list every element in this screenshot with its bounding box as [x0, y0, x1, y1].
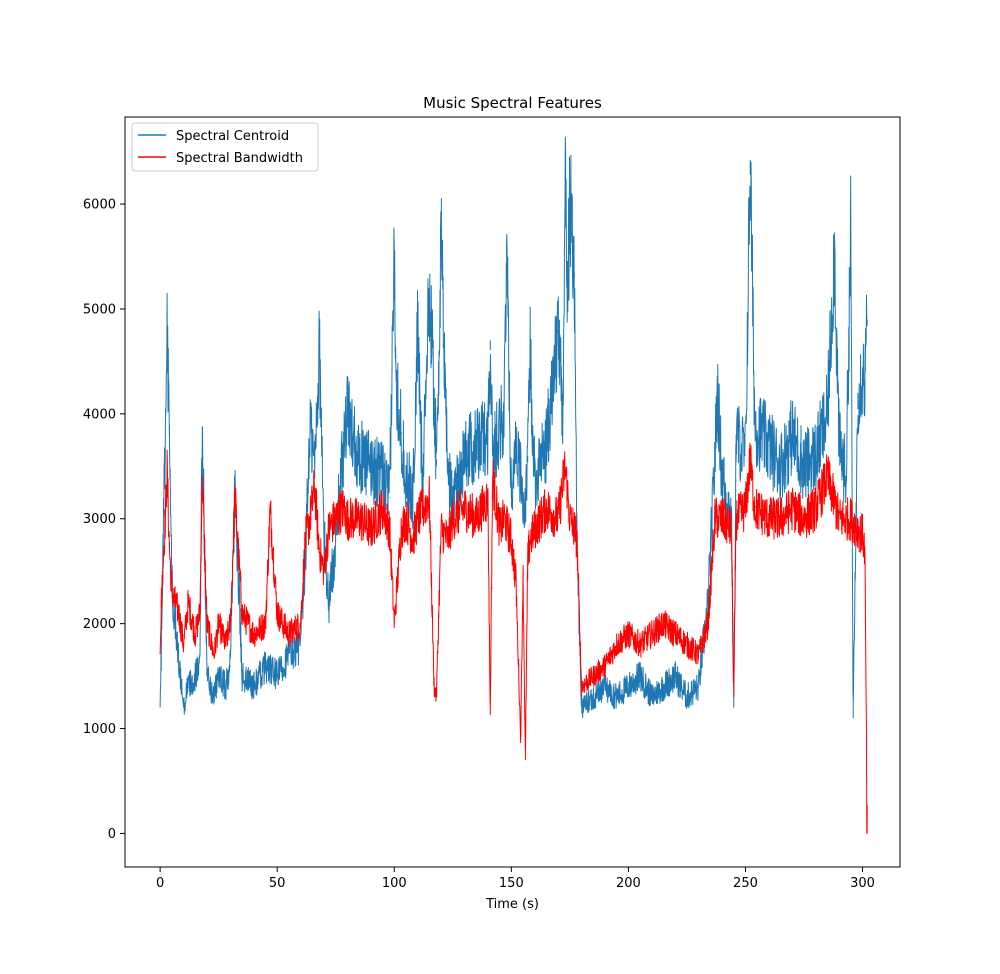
y-tick-label: 5000	[83, 302, 116, 317]
x-tick-label: 250	[733, 876, 758, 891]
x-tick-label: 0	[156, 876, 164, 891]
x-tick-label: 300	[850, 876, 875, 891]
legend-box	[131, 122, 319, 172]
y-tick-label: 1000	[83, 722, 116, 737]
y-tick-label: 3000	[83, 512, 116, 527]
y-tick-label: 4000	[83, 407, 116, 422]
x-tick-label: 50	[269, 876, 286, 891]
series-layer	[159, 136, 868, 834]
x-tick-label: 100	[382, 876, 407, 891]
x-tick-label: 150	[499, 876, 524, 891]
y-tick-label: 2000	[83, 617, 116, 632]
x-axis-title: Time (s)	[485, 897, 539, 912]
y-tick-label: 0	[108, 827, 116, 842]
x-tick-label: 200	[616, 876, 641, 891]
plot-area-frame	[124, 116, 901, 868]
y-axis: 0 1000 2000 3000 4000 5000 6000	[83, 198, 125, 842]
legend-label-spectral-bandwidth: Spectral Bandwidth	[176, 151, 303, 166]
series-line-spectral-centroid	[159, 136, 868, 718]
chart-title: Music Spectral Features	[423, 94, 602, 112]
legend-label-spectral-centroid: Spectral Centroid	[176, 129, 289, 144]
x-axis: 0 50 100 150 200 250 300	[156, 867, 875, 891]
legend: Spectral Centroid Spectral Bandwidth	[131, 122, 319, 172]
y-tick-label: 6000	[83, 198, 116, 213]
series-line-spectral-bandwidth	[159, 442, 868, 834]
